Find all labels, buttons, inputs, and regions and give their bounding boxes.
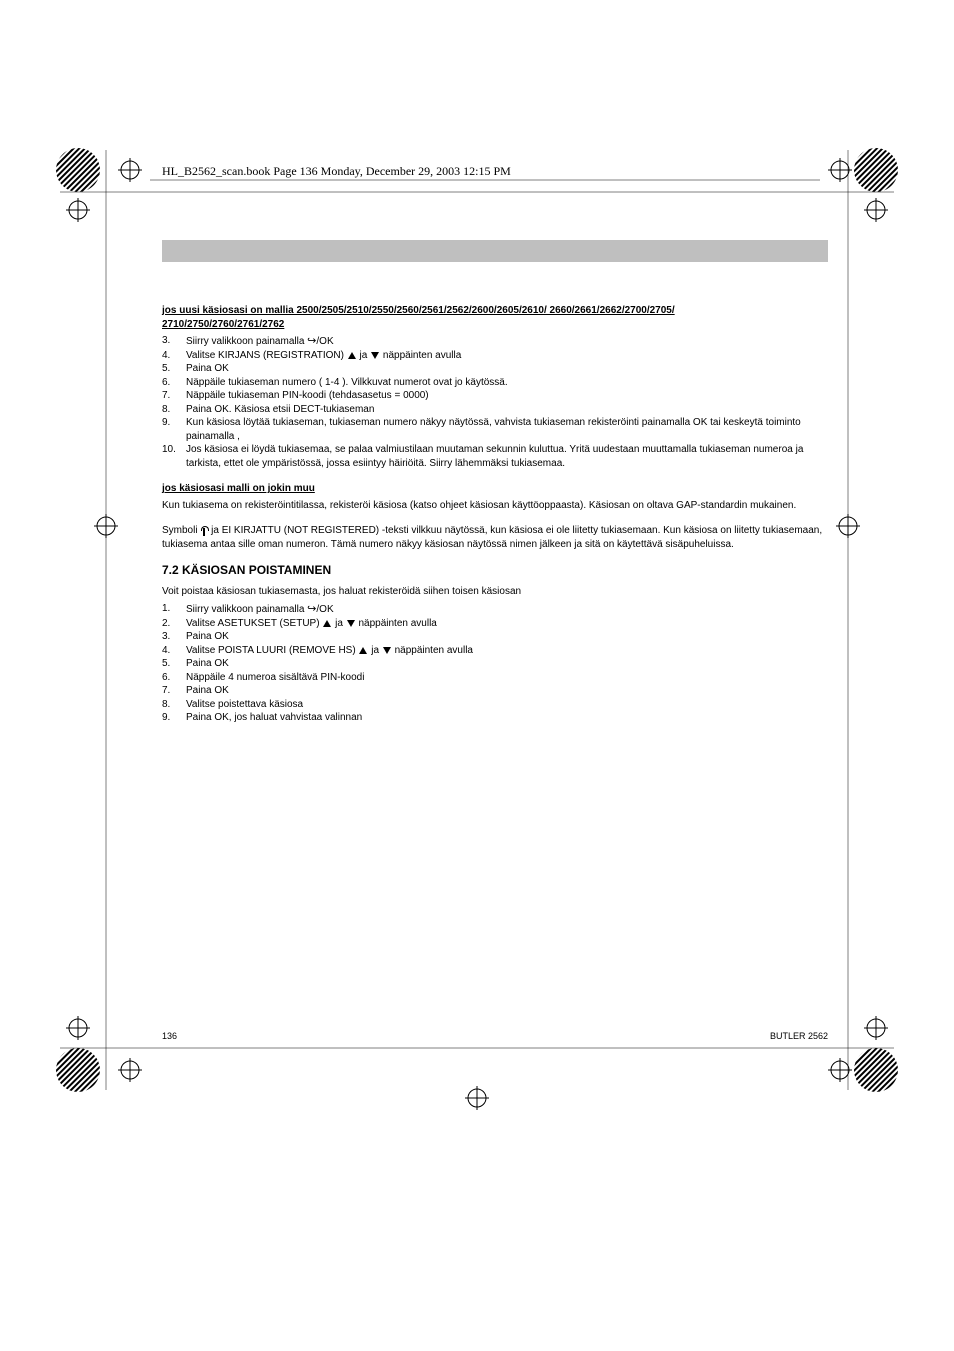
- section1-title: jos uusi käsiosasi on mallia 2500/2505/2…: [162, 304, 828, 331]
- step-item: 3.Siirry valikkoon painamalla ↪/OK: [162, 334, 828, 349]
- section1-steps: 3.Siirry valikkoon painamalla ↪/OK4.Vali…: [162, 334, 828, 470]
- page-content: jos uusi käsiosasi on mallia 2500/2505/2…: [162, 240, 828, 737]
- section3-steps: 1.Siirry valikkoon painamalla ↪/OK2.Vali…: [162, 602, 828, 725]
- up-arrow-icon: [359, 647, 367, 654]
- step-item: 6.Näppäile 4 numeroa sisältävä PIN-koodi: [162, 671, 828, 685]
- step-item: 1.Siirry valikkoon painamalla ↪/OK: [162, 602, 828, 617]
- section3-heading: 7.2 KÄSIOSAN POISTAMINEN: [162, 563, 828, 577]
- down-arrow-icon: [347, 620, 355, 627]
- step-item: 4.Valitse KIRJANS (REGISTRATION) ja näpp…: [162, 349, 828, 363]
- redial-icon: ↪: [307, 602, 316, 617]
- model-name: BUTLER 2562: [770, 1031, 828, 1041]
- section2-paragraph-1: Kun tukiasema on rekisteröintitilassa, r…: [162, 499, 828, 513]
- antenna-icon: [200, 526, 208, 536]
- gray-header-bar: [162, 240, 828, 262]
- step-item: 7.Näppäile tukiaseman PIN-koodi (tehdasa…: [162, 389, 828, 403]
- up-arrow-icon: [323, 620, 331, 627]
- step-item: 4.Valitse POISTA LUURI (REMOVE HS) ja nä…: [162, 644, 828, 658]
- step-item: 10.Jos käsiosa ei löydä tukiasemaa, se p…: [162, 443, 828, 470]
- step-item: 8.Valitse poistettava käsiosa: [162, 698, 828, 712]
- scan-header: HL_B2562_scan.book Page 136 Monday, Dece…: [162, 164, 511, 179]
- step-item: 9.Kun käsiosa löytää tukiaseman, tukiase…: [162, 416, 828, 443]
- up-arrow-icon: [348, 352, 356, 359]
- step-item: 6.Näppäile tukiaseman numero ( 1-4 ). Vi…: [162, 376, 828, 390]
- section2-paragraph-2: Symboli ja EI KIRJATTU (NOT REGISTERED) …: [162, 524, 828, 551]
- step-item: 2.Valitse ASETUKSET (SETUP) ja näppäinte…: [162, 617, 828, 631]
- step-item: 5.Paina OK: [162, 362, 828, 376]
- step-item: 8.Paina OK. Käsiosa etsii DECT-tukiasema…: [162, 403, 828, 417]
- section2-title: jos käsiosasi malli on jokin muu: [162, 482, 828, 496]
- redial-icon: ↪: [307, 334, 316, 349]
- page-number: 136: [162, 1031, 177, 1041]
- down-arrow-icon: [383, 647, 391, 654]
- step-item: 5.Paina OK: [162, 657, 828, 671]
- step-item: 9.Paina OK, jos haluat vahvistaa valinna…: [162, 711, 828, 725]
- page-footer: 136 BUTLER 2562: [162, 1031, 828, 1041]
- down-arrow-icon: [371, 352, 379, 359]
- step-item: 7.Paina OK: [162, 684, 828, 698]
- section3-intro: Voit poistaa käsiosan tukiasemasta, jos …: [162, 585, 828, 599]
- step-item: 3.Paina OK: [162, 630, 828, 644]
